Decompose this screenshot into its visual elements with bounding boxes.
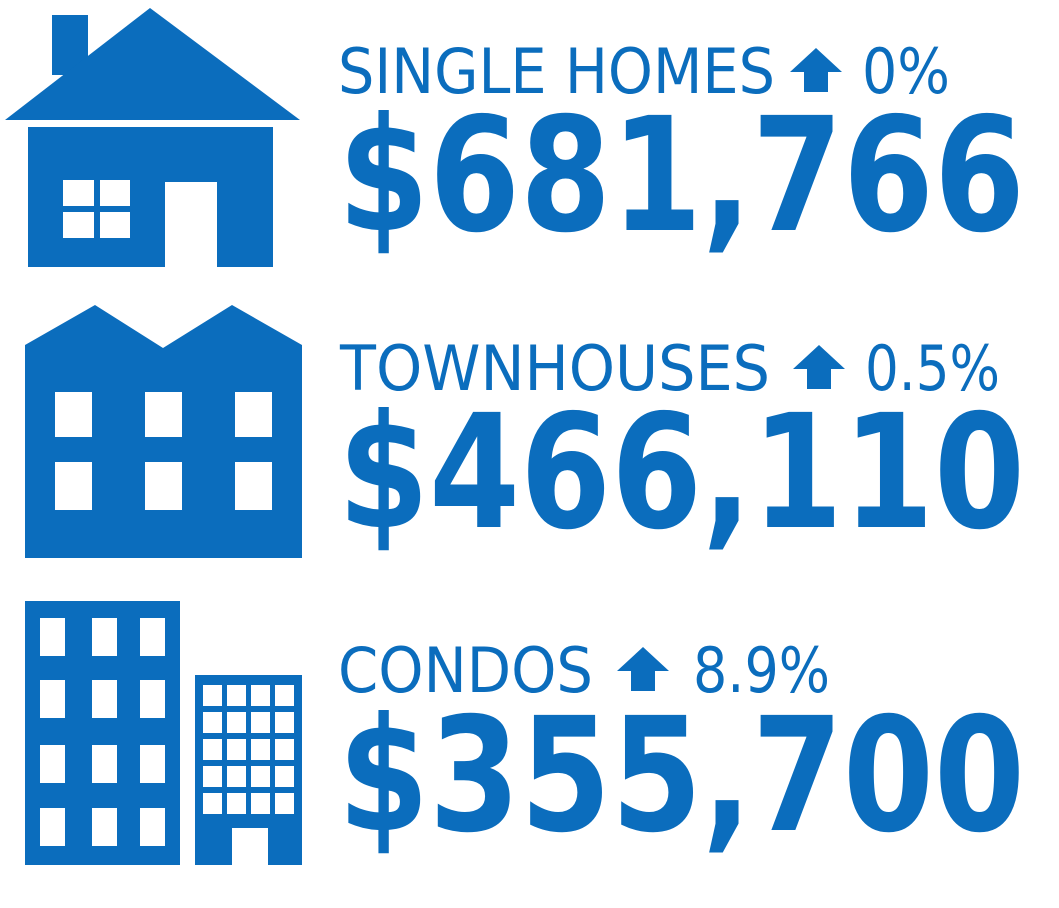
window bbox=[203, 685, 222, 706]
window bbox=[40, 745, 65, 783]
window bbox=[140, 808, 165, 846]
category-label: TOWNHOUSES bbox=[339, 332, 770, 405]
median-price: $355,700 bbox=[338, 684, 1025, 868]
category-label: CONDOS bbox=[338, 634, 593, 707]
house-icon bbox=[5, 8, 300, 267]
window bbox=[251, 739, 270, 760]
change-percent: 0.5% bbox=[865, 332, 1000, 405]
median-price: $681,766 bbox=[338, 84, 1025, 268]
window bbox=[92, 618, 117, 656]
median-price: $466,110 bbox=[338, 381, 1025, 565]
window bbox=[227, 739, 246, 760]
window bbox=[275, 739, 294, 760]
townhouse-icon bbox=[25, 305, 302, 558]
window bbox=[140, 745, 165, 783]
window bbox=[227, 766, 246, 787]
category-label: SINGLE HOMES bbox=[338, 35, 775, 108]
window bbox=[40, 680, 65, 718]
window bbox=[40, 808, 65, 846]
window bbox=[227, 685, 246, 706]
change-percent: 8.9% bbox=[693, 634, 830, 707]
condo-icon bbox=[25, 601, 302, 865]
window bbox=[40, 618, 65, 656]
window bbox=[275, 793, 294, 814]
stat-row: TOWNHOUSES 0.5%$466,110 bbox=[338, 332, 1025, 565]
window bbox=[203, 712, 222, 733]
window bbox=[251, 712, 270, 733]
window bbox=[92, 808, 117, 846]
up-arrow bbox=[793, 345, 845, 389]
window bbox=[251, 793, 270, 814]
window bbox=[251, 685, 270, 706]
window bbox=[251, 766, 270, 787]
stat-row: CONDOS 8.9%$355,700 bbox=[338, 634, 1025, 868]
window bbox=[275, 766, 294, 787]
window bbox=[92, 745, 117, 783]
up-arrow bbox=[617, 647, 669, 691]
window bbox=[203, 766, 222, 787]
window bbox=[203, 739, 222, 760]
window bbox=[227, 712, 246, 733]
window bbox=[275, 712, 294, 733]
window bbox=[140, 680, 165, 718]
up-arrow bbox=[790, 48, 842, 92]
change-percent: 0% bbox=[862, 35, 950, 108]
window bbox=[275, 685, 294, 706]
stat-row: SINGLE HOMES 0%$681,766 bbox=[338, 35, 1025, 268]
window bbox=[140, 618, 165, 656]
window bbox=[92, 680, 117, 718]
door bbox=[232, 828, 268, 865]
window bbox=[203, 793, 222, 814]
window bbox=[227, 793, 246, 814]
